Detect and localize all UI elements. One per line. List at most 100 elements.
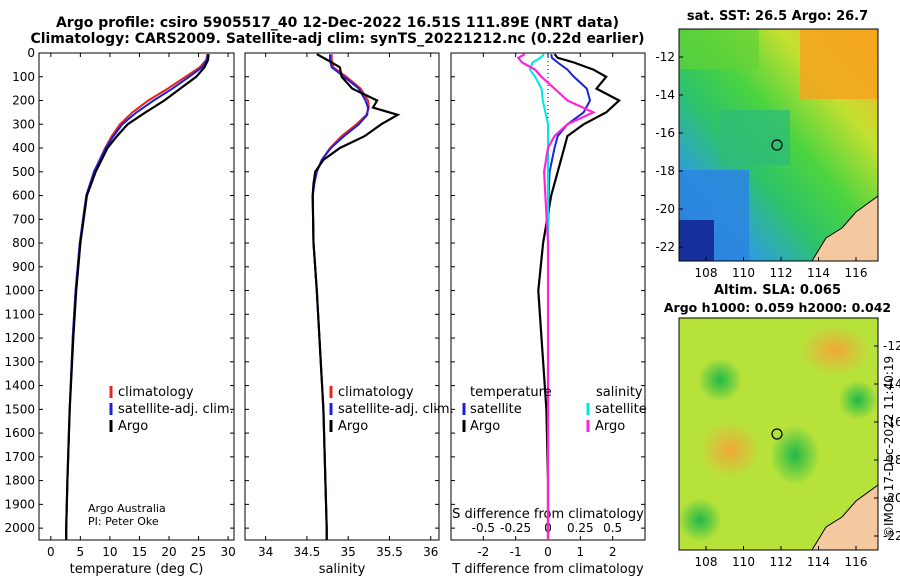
- map-lon-label: 114: [807, 266, 830, 280]
- map-lon-label: 116: [845, 266, 868, 280]
- sst-map-frame: [678, 28, 879, 262]
- map-lon-label: 114: [807, 555, 830, 569]
- y-tick-label: 1000: [4, 284, 35, 298]
- y-tick-label: 300: [12, 117, 35, 131]
- sla-map-title-1: Altim. SLA: 0.065: [714, 283, 841, 298]
- x-tick-label: 25: [191, 545, 206, 559]
- legend-label-sal-argo: Argo: [595, 419, 625, 434]
- salinity-diff-tick-label: 0.5: [603, 521, 622, 535]
- sst-cool-band: [720, 110, 790, 165]
- y-tick-label: 1600: [4, 426, 35, 440]
- y-tick-label: 1800: [4, 474, 35, 488]
- legend-heading-salinity: salinity: [596, 385, 643, 400]
- legend-label-satellite-adj: satellite-adj. clim.: [118, 402, 234, 417]
- profile-panel-1: 0100200300400500600700800900100011001200…: [4, 46, 235, 577]
- map-lat-label: -22: [655, 240, 675, 254]
- x-tick-label: 34.5: [294, 545, 321, 559]
- y-tick-label: 0: [27, 46, 35, 60]
- map-lat-label: -12: [655, 50, 675, 64]
- sst-map-title: sat. SST: 26.5 Argo: 26.7: [686, 9, 869, 24]
- plot-area-frame: [38, 52, 235, 541]
- y-tick-label: 500: [12, 165, 35, 179]
- sst-map: [679, 29, 878, 261]
- legend-heading-temperature: temperature: [470, 385, 552, 400]
- figure-title-line2: Climatology: CARS2009. Satellite-adj cli…: [30, 31, 645, 47]
- map-lon-label: 108: [695, 266, 718, 280]
- series-line-salinity-argo: [516, 53, 596, 540]
- x-tick-label: 0: [544, 545, 552, 559]
- legend-label-climatology: climatology: [338, 385, 414, 400]
- map-lat-label: -16: [655, 126, 675, 140]
- sla-profile-marker: [771, 428, 783, 440]
- map-lat-label: -18: [655, 164, 675, 178]
- map-lon-label: 110: [732, 555, 755, 569]
- y-tick-label: 1100: [4, 307, 35, 321]
- y-tick-label: 900: [12, 260, 35, 274]
- x-tick-label: 35.5: [376, 545, 403, 559]
- sla-warm-eddy: [700, 422, 760, 478]
- credit-pi: PI: Peter Oke: [88, 515, 159, 528]
- profile-panel-3: -2 -1 0 1 2 T difference from climatology -0.5…: [450, 52, 646, 577]
- y-tick-label: 1400: [4, 379, 35, 393]
- y-tick-label: 1300: [4, 355, 35, 369]
- x-tick-label: 35: [341, 545, 356, 559]
- sla-map-frame: [678, 317, 879, 551]
- salinity-diff-tick-label: -0.5: [472, 521, 495, 535]
- legend-salinity-panel: climatology satellite-adj. clim. Argo: [329, 385, 454, 434]
- legend-label-satellite-adj: satellite-adj. clim.: [338, 402, 454, 417]
- x-tick-label: 10: [102, 545, 117, 559]
- y-tick-label: 700: [12, 212, 35, 226]
- x-tick-label: 30: [220, 545, 235, 559]
- y-tick-label: 1500: [4, 402, 35, 416]
- y-tick-label: 1200: [4, 331, 35, 345]
- map-lat-label: -14: [883, 377, 900, 391]
- figure-title-line1: Argo profile: csiro 5905517_40 12-Dec-20…: [55, 15, 620, 31]
- y-tick-label: 1700: [4, 450, 35, 464]
- map-lat-label: -22: [883, 529, 900, 543]
- credit-institution: Argo Australia: [88, 502, 166, 515]
- map-lon-label: 112: [770, 266, 793, 280]
- sla-map: [679, 318, 878, 550]
- x-tick-label: 34: [258, 545, 273, 559]
- series-line-argo: [311, 53, 401, 540]
- profile-panel-2: 34 34.5 35 35.5 36 salinity: [244, 52, 440, 577]
- salinity-diff-tick-label: 0.25: [567, 521, 594, 535]
- salinity-diff-tick-label: -0.25: [500, 521, 531, 535]
- series-line-temperature-argo: [537, 53, 621, 540]
- map-lat-label: -20: [655, 202, 675, 216]
- legend-temperature-panel: climatology satellite-adj. clim. Argo: [109, 385, 234, 434]
- y-tick-label: 600: [12, 189, 35, 203]
- sst-coldest-region: [679, 220, 714, 261]
- legend-label-argo: Argo: [338, 419, 368, 434]
- legend-label-temp-satellite: satellite: [470, 402, 522, 417]
- x-axis-label: T difference from climatology: [451, 562, 644, 577]
- legend-label-climatology: climatology: [118, 385, 194, 400]
- sst-coastline: [811, 195, 878, 261]
- y-tick-label: 400: [12, 141, 35, 155]
- imos-timestamp: ©IMOS 17-Dec-2022 11:40:19: [882, 356, 896, 538]
- map-lat-label: -16: [883, 415, 900, 429]
- sla-cool-eddy: [770, 425, 820, 485]
- x-tick-label: 2: [609, 545, 617, 559]
- y-tick-label: 800: [12, 236, 35, 250]
- sla-cool-eddy: [838, 380, 878, 420]
- y-tick-label: 100: [12, 70, 35, 84]
- x-tick-label: 1: [577, 545, 585, 559]
- sla-cool-eddy: [698, 358, 742, 402]
- legend-label-argo: Argo: [118, 419, 148, 434]
- sst-warm-region: [800, 29, 878, 99]
- map-lat-label: -20: [883, 491, 900, 505]
- x-axis-label: temperature (deg C): [70, 562, 204, 577]
- x-tick-label: 5: [77, 545, 85, 559]
- map-lat-label: -12: [883, 339, 900, 353]
- x-tick-label: 15: [132, 545, 147, 559]
- y-tick-label: 1900: [4, 497, 35, 511]
- plot-area-frame: [244, 52, 440, 541]
- legend-label-sal-satellite: satellite: [595, 402, 647, 417]
- x-axis-label: salinity: [319, 562, 366, 577]
- sla-map-title-2: Argo h1000: 0.059 h2000: 0.042: [663, 300, 892, 315]
- x-tick-label: -1: [510, 545, 522, 559]
- y-tick-label: 2000: [4, 521, 35, 535]
- map-lon-label: 112: [770, 555, 793, 569]
